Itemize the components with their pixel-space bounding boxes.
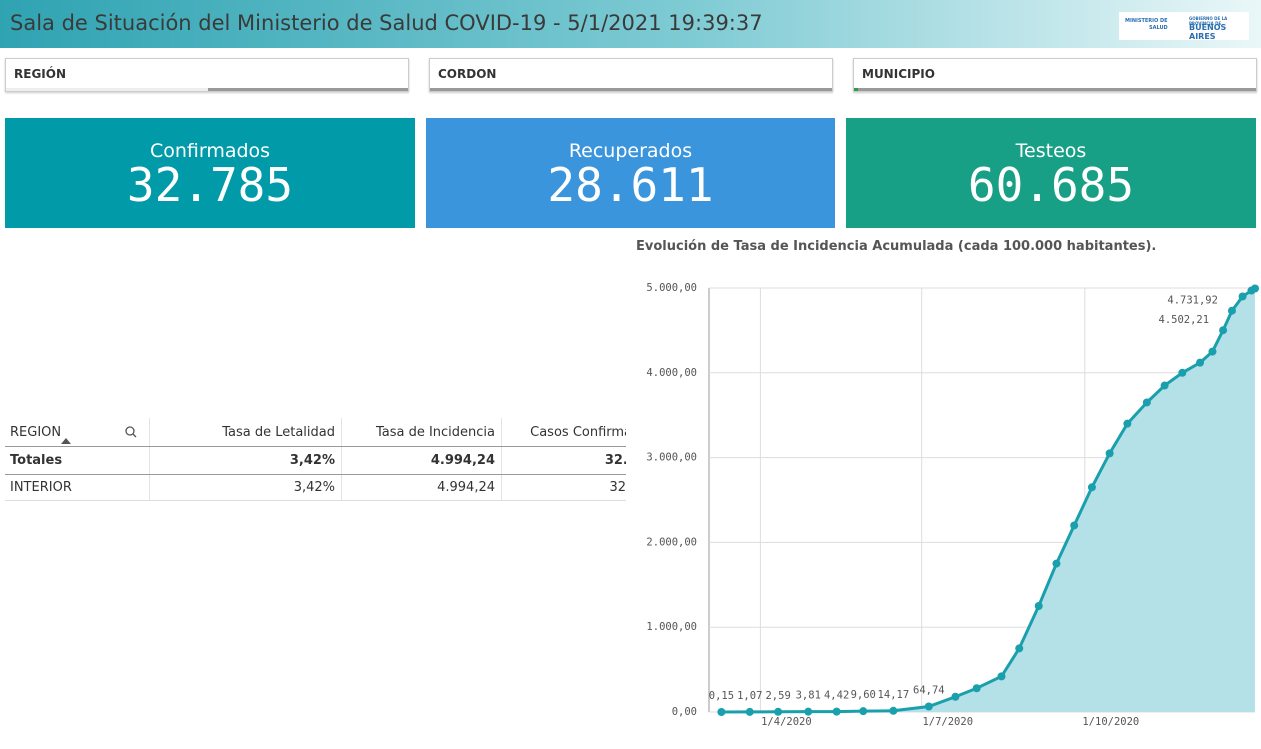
- cell: INTERIOR: [5, 475, 150, 500]
- logo: MINISTERIO DE SALUD GOBIERNO DE LA PROVI…: [1119, 12, 1249, 41]
- header-cell[interactable]: REGION: [5, 418, 150, 446]
- header-cell[interactable]: Tasa de Incidencia: [342, 418, 502, 446]
- data-label: 0,15: [709, 690, 734, 702]
- point: [1087, 483, 1096, 492]
- point: [804, 707, 813, 716]
- logo-text: GOBIERNO DE LA PROVINCIA DE: [1189, 16, 1228, 26]
- point: [889, 706, 898, 715]
- cell: 4.994,24: [342, 447, 502, 474]
- header-cell[interactable]: Tasa de Letalidad: [150, 418, 342, 446]
- area: [721, 288, 1255, 712]
- filter-region[interactable]: REGIÓN: [5, 58, 409, 92]
- data-label: 2,59: [765, 690, 790, 702]
- point: [1070, 521, 1079, 530]
- data-label: 4,42: [824, 690, 849, 702]
- data-label: 4.502,21: [1159, 314, 1210, 326]
- table-row: INTERIOR 3,42% 4.994,24 32.785: [5, 475, 626, 501]
- kpi-value: 28.611: [547, 158, 714, 212]
- point: [1251, 284, 1259, 293]
- logo-text: SALUD: [1149, 25, 1168, 31]
- chart-title: Evolución de Tasa de Incidencia Acumulad…: [636, 239, 1157, 254]
- point: [997, 672, 1006, 681]
- filter-label: CORDON: [438, 67, 497, 81]
- header-text: Casos Confirmados: [530, 424, 626, 440]
- kpi-card: Confirmados 32.785: [5, 118, 415, 228]
- point: [1227, 306, 1236, 315]
- table-row: Totales 3,42% 4.994,24 32.785: [5, 447, 626, 475]
- point: [774, 707, 783, 716]
- point: [924, 702, 933, 711]
- header-text: Tasa de Incidencia: [375, 424, 495, 440]
- table: REGION Tasa de Letalidad Tasa de Inciden…: [5, 418, 626, 502]
- cell: 3,42%: [150, 447, 342, 474]
- header: Sala de Situación del Ministerio de Salu…: [0, 0, 1261, 48]
- kpi-card: Testeos 60.685: [846, 118, 1256, 228]
- kpi-card: Recuperados 28.611: [426, 118, 835, 228]
- point: [1208, 347, 1217, 356]
- data-label: 4.731,92: [1167, 295, 1218, 307]
- cell: 3,42%: [150, 475, 342, 500]
- data-label: 14,17: [878, 689, 910, 701]
- point: [1142, 398, 1151, 407]
- point: [1238, 292, 1247, 301]
- selection-bar: [854, 88, 858, 91]
- selection-bar: [430, 88, 832, 91]
- point: [1178, 368, 1187, 377]
- point: [745, 707, 754, 716]
- data-label: 9,60: [851, 689, 876, 701]
- filter-label: MUNICIPIO: [862, 67, 935, 81]
- point: [832, 707, 841, 716]
- logo-text: BUENOS AIRES: [1189, 23, 1227, 41]
- cell: 32.785: [502, 447, 626, 474]
- kpi-label: Confirmados: [149, 140, 271, 162]
- logo-text: MINISTERIO DE: [1125, 18, 1168, 24]
- filter-municipio[interactable]: MUNICIPIO: [853, 58, 1257, 92]
- y-tick-label: 5.000,00: [646, 282, 697, 294]
- cell: 4.994,24: [342, 475, 502, 500]
- y-tick-label: 0,00: [672, 706, 697, 718]
- point: [1015, 644, 1024, 653]
- point: [1219, 326, 1228, 335]
- point: [859, 707, 868, 716]
- header-text: REGION: [10, 424, 62, 440]
- y-tick-label: 1.000,00: [646, 621, 697, 633]
- y-tick-label: 4.000,00: [646, 367, 697, 379]
- x-tick-label: 1/7/2020: [922, 716, 973, 728]
- header-cell[interactable]: Casos Confirmados: [502, 418, 626, 446]
- data-label: 64,74: [913, 685, 945, 697]
- line: [721, 287, 1256, 714]
- cell: 32.785: [502, 475, 627, 500]
- selection-bar: [6, 88, 208, 91]
- point: [1160, 381, 1169, 390]
- point: [972, 684, 981, 693]
- point: [1034, 602, 1043, 610]
- filter-cordon[interactable]: CORDON: [429, 58, 833, 92]
- kpi-label: Testeos: [1015, 140, 1087, 162]
- filter-label: REGIÓN: [14, 67, 66, 81]
- x-tick-label: 1/10/2020: [1082, 716, 1139, 728]
- data-label: 3,81: [796, 690, 821, 702]
- point: [951, 692, 960, 701]
- y-tick-label: 2.000,00: [646, 536, 697, 548]
- chart: 0,00 1.000,00 2.000,00 3.000,00 4.000,00 5.00…: [646, 282, 1259, 728]
- kpi-value: 32.785: [126, 158, 294, 212]
- kpi-label: Recuperados: [568, 140, 693, 162]
- selection-bar: [208, 88, 408, 91]
- kpi-value: 60.685: [967, 158, 1135, 212]
- point: [1123, 419, 1132, 428]
- header-title: Sala de Situación del Ministerio de Salu…: [10, 11, 763, 35]
- x-tick-label: 1/4/2020: [761, 716, 812, 728]
- selection-bar: [854, 88, 1256, 91]
- point: [717, 707, 726, 716]
- header-text: Tasa de Letalidad: [222, 424, 335, 440]
- point: [1196, 358, 1205, 367]
- point: [1052, 559, 1061, 568]
- header-icons: [61, 426, 137, 444]
- data-label: 1,07: [737, 690, 762, 702]
- point: [1105, 449, 1114, 458]
- y-tick-label: 3.000,00: [646, 452, 697, 464]
- cell: Totales: [5, 447, 150, 474]
- table-header: REGION Tasa de Letalidad Tasa de Inciden…: [5, 418, 626, 447]
